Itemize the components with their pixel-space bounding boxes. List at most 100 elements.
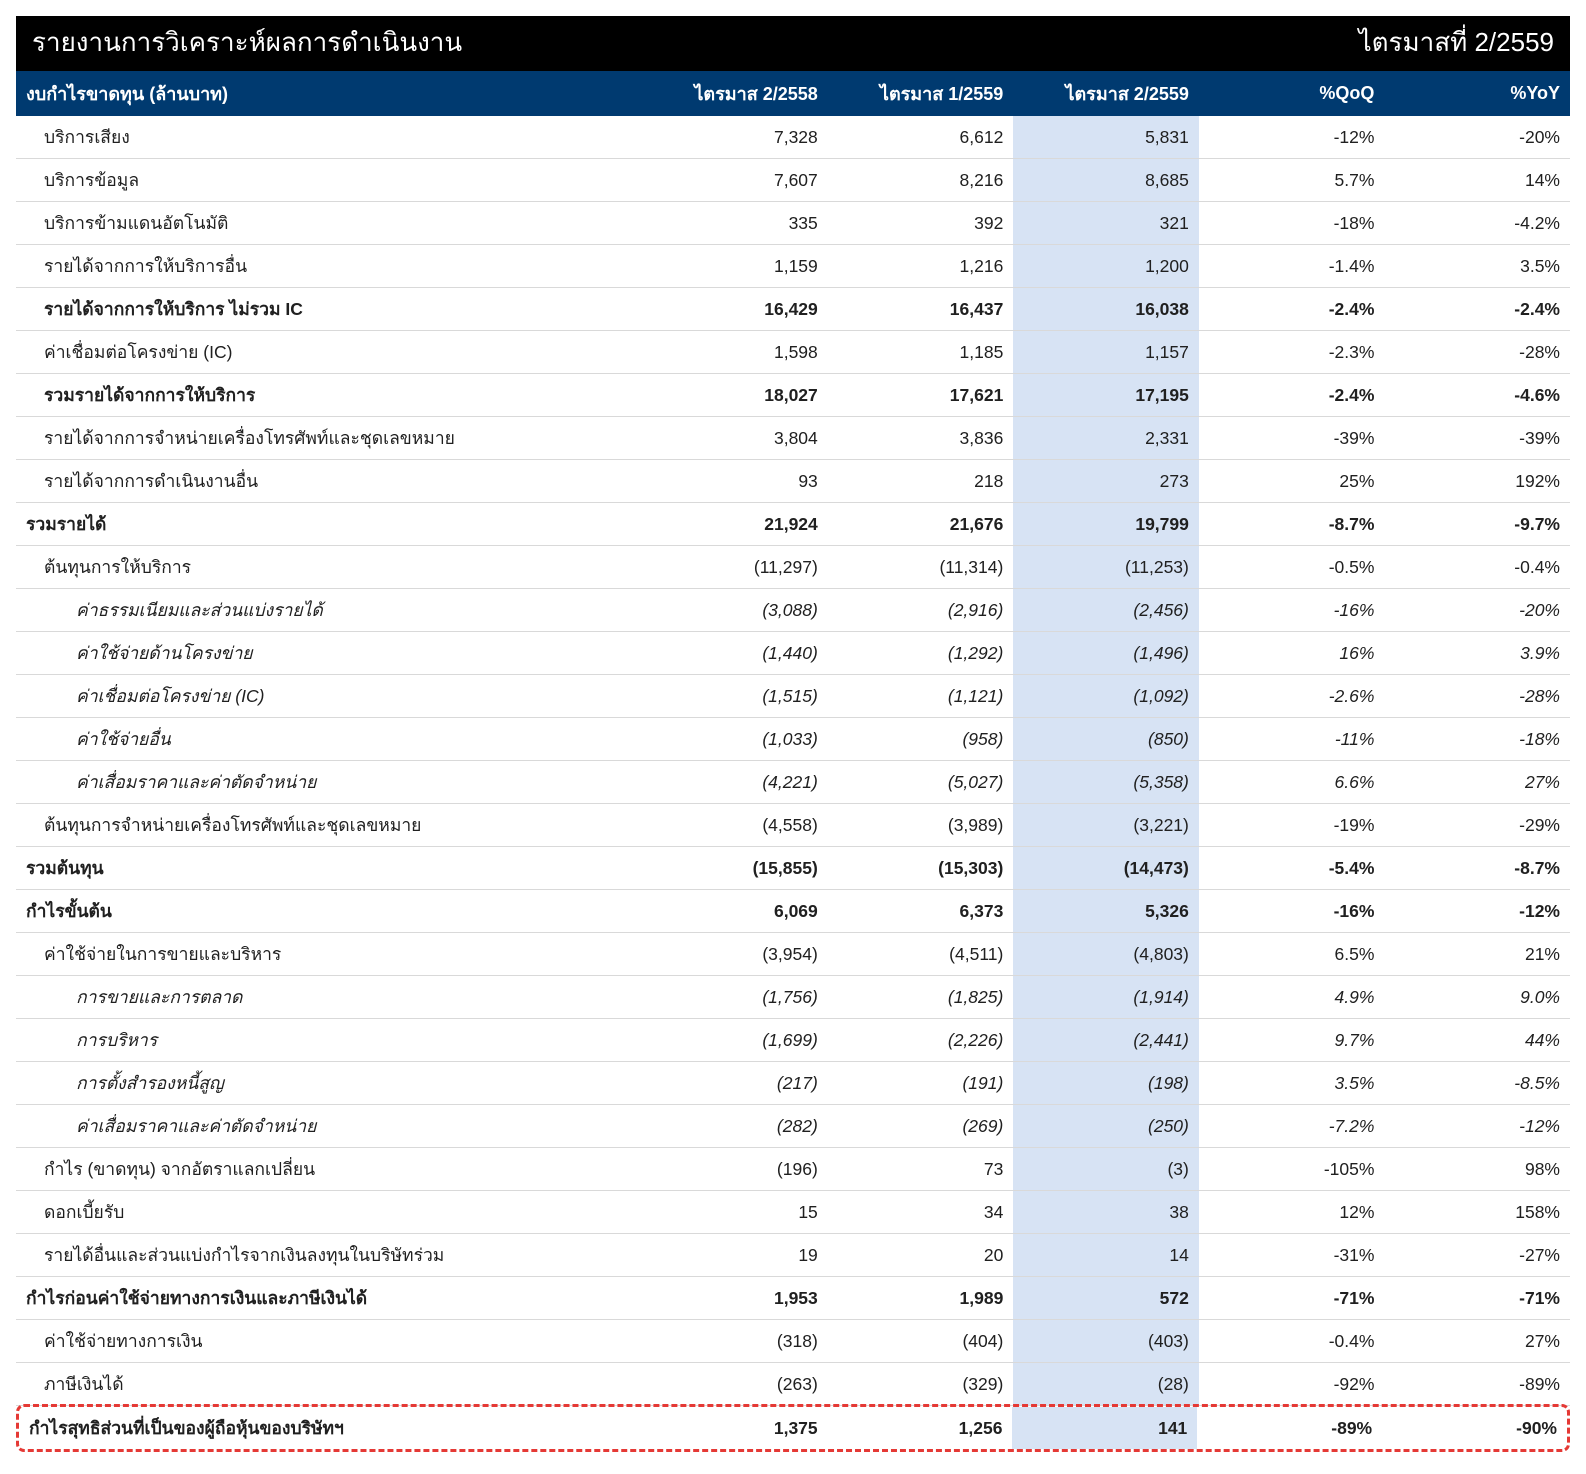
cell-qoq: 6.5% <box>1199 933 1385 976</box>
cell-q1_59: (11,314) <box>828 546 1014 589</box>
cell-q2_59: 321 <box>1013 202 1199 245</box>
net-profit-row-table: กำไรสุทธิส่วนที่เป็นของผู้ถือหุ้นของบริษ… <box>19 1407 1567 1449</box>
cell-yoy: -29% <box>1384 804 1570 847</box>
cell-q2_58: (1,699) <box>642 1019 828 1062</box>
cell-label: กำไรก่อนค่าใช้จ่ายทางการเงินและภาษีเงินไ… <box>16 1277 642 1320</box>
table-row: บริการข้ามแดนอัตโนมัติ335392321-18%-4.2% <box>16 202 1570 245</box>
cell-yoy: 27% <box>1384 1320 1570 1363</box>
cell-qoq: -11% <box>1199 718 1385 761</box>
cell-q2_58: (263) <box>642 1363 828 1406</box>
cell-label: ค่าใช้จ่ายอื่น <box>16 718 642 761</box>
report-title-left: รายงานการวิเคราะห์ผลการดำเนินงาน <box>32 22 462 63</box>
cell-label: รายได้อื่นและส่วนแบ่งกำไรจากเงินลงทุนในบ… <box>16 1234 642 1277</box>
cell-label: ค่าเสื่อมราคาและค่าตัดจำหน่าย <box>16 761 642 804</box>
cell-qoq: -12% <box>1199 116 1385 159</box>
cell-q2_59: (198) <box>1013 1062 1199 1105</box>
cell-yoy: 9.0% <box>1384 976 1570 1019</box>
cell-label: รายได้จากการดำเนินงานอื่น <box>16 460 642 503</box>
cell-label: กำไรขั้นต้น <box>16 890 642 933</box>
cell-yoy: -20% <box>1384 589 1570 632</box>
cell-q1_59: (2,226) <box>828 1019 1014 1062</box>
col-header-q2_59: ไตรมาส 2/2559 <box>1013 71 1199 116</box>
cell-label: ดอกเบี้ยรับ <box>16 1191 642 1234</box>
cell-q1_59: 34 <box>828 1191 1014 1234</box>
cell-yoy: 14% <box>1384 159 1570 202</box>
cell-q2_59: (1,092) <box>1013 675 1199 718</box>
cell-q2_59: (4,803) <box>1013 933 1199 976</box>
cell-q1_59: 218 <box>828 460 1014 503</box>
cell-q2_58: (1,515) <box>642 675 828 718</box>
cell-q1_59: (3,989) <box>828 804 1014 847</box>
cell-q2_59: (3) <box>1013 1148 1199 1191</box>
cell-qoq: -19% <box>1199 804 1385 847</box>
cell-q2_59: (14,473) <box>1013 847 1199 890</box>
cell-label: รายได้จากการจำหน่ายเครื่องโทรศัพท์และชุด… <box>16 417 642 460</box>
cell-label: ค่าธรรมเนียมและส่วนแบ่งรายได้ <box>16 589 642 632</box>
cell-q2_59: (11,253) <box>1013 546 1199 589</box>
cell-label: ค่าเชื่อมต่อโครงข่าย (IC) <box>16 675 642 718</box>
cell-qoq: -2.6% <box>1199 675 1385 718</box>
table-row: รวมรายได้21,92421,67619,799-8.7%-9.7% <box>16 503 1570 546</box>
col-header-q1_59: ไตรมาส 1/2559 <box>828 71 1014 116</box>
cell-qoq: -39% <box>1199 417 1385 460</box>
cell-q2_59: (1,496) <box>1013 632 1199 675</box>
cell-qoq: -18% <box>1199 202 1385 245</box>
cell-qoq: 6.6% <box>1199 761 1385 804</box>
cell-label: รวมรายได้ <box>16 503 642 546</box>
cell-label: ต้นทุนการจำหน่ายเครื่องโทรศัพท์และชุดเลข… <box>16 804 642 847</box>
cell-q1_59: 1,256 <box>828 1407 1013 1449</box>
cell-q2_59: 8,685 <box>1013 159 1199 202</box>
cell-qoq: 9.7% <box>1199 1019 1385 1062</box>
col-header-yoy: %YoY <box>1384 71 1570 116</box>
table-row: ดอกเบี้ยรับ15343812%158% <box>16 1191 1570 1234</box>
table-row: ค่าเชื่อมต่อโครงข่าย (IC)(1,515)(1,121)(… <box>16 675 1570 718</box>
cell-yoy: -4.6% <box>1384 374 1570 417</box>
cell-q2_59: (2,456) <box>1013 589 1199 632</box>
cell-q2_58: (11,297) <box>642 546 828 589</box>
table-row: การขายและการตลาด(1,756)(1,825)(1,914)4.9… <box>16 976 1570 1019</box>
table-row: การบริหาร(1,699)(2,226)(2,441)9.7%44% <box>16 1019 1570 1062</box>
cell-q2_59: 1,157 <box>1013 331 1199 374</box>
cell-q2_59: (3,221) <box>1013 804 1199 847</box>
cell-qoq: -7.2% <box>1199 1105 1385 1148</box>
cell-q1_59: 16,437 <box>828 288 1014 331</box>
cell-q2_59: (403) <box>1013 1320 1199 1363</box>
cell-q2_58: (1,033) <box>642 718 828 761</box>
cell-q2_58: (196) <box>642 1148 828 1191</box>
cell-q2_58: 1,375 <box>643 1407 828 1449</box>
cell-qoq: 25% <box>1199 460 1385 503</box>
table-row: กำไร (ขาดทุน) จากอัตราแลกเปลี่ยน(196)73(… <box>16 1148 1570 1191</box>
cell-label: รายได้จากการให้บริการ ไม่รวม IC <box>16 288 642 331</box>
cell-yoy: 158% <box>1384 1191 1570 1234</box>
cell-q2_59: 19,799 <box>1013 503 1199 546</box>
cell-q2_59: 2,331 <box>1013 417 1199 460</box>
table-row: กำไรขั้นต้น6,0696,3735,326-16%-12% <box>16 890 1570 933</box>
cell-label: การตั้งสำรองหนี้สูญ <box>16 1062 642 1105</box>
cell-q1_59: (191) <box>828 1062 1014 1105</box>
cell-q2_58: (4,558) <box>642 804 828 847</box>
cell-q1_59: (4,511) <box>828 933 1014 976</box>
cell-q2_59: 572 <box>1013 1277 1199 1320</box>
cell-q2_58: 3,804 <box>642 417 828 460</box>
table-row: การตั้งสำรองหนี้สูญ(217)(191)(198)3.5%-8… <box>16 1062 1570 1105</box>
cell-q2_58: (1,440) <box>642 632 828 675</box>
cell-yoy: -4.2% <box>1384 202 1570 245</box>
cell-label: รายได้จากการให้บริการอื่น <box>16 245 642 288</box>
cell-yoy: -8.7% <box>1384 847 1570 890</box>
table-row: ค่าธรรมเนียมและส่วนแบ่งรายได้(3,088)(2,9… <box>16 589 1570 632</box>
pnl-table-body: บริการเสียง7,3286,6125,831-12%-20%บริการ… <box>16 116 1570 1406</box>
cell-q2_58: 15 <box>642 1191 828 1234</box>
cell-q2_58: 6,069 <box>642 890 828 933</box>
cell-q2_58: 1,598 <box>642 331 828 374</box>
cell-qoq: -0.4% <box>1199 1320 1385 1363</box>
cell-q2_59: (850) <box>1013 718 1199 761</box>
cell-q2_58: (282) <box>642 1105 828 1148</box>
cell-q2_58: (4,221) <box>642 761 828 804</box>
title-bar: รายงานการวิเคราะห์ผลการดำเนินงาน ไตรมาสท… <box>16 16 1570 71</box>
cell-qoq: -8.7% <box>1199 503 1385 546</box>
table-row: ค่าเสื่อมราคาและค่าตัดจำหน่าย(282)(269)(… <box>16 1105 1570 1148</box>
cell-q1_59: (269) <box>828 1105 1014 1148</box>
pnl-table-header: งบกำไรขาดทุน (ล้านบาท)ไตรมาส 2/2558ไตรมา… <box>16 71 1570 116</box>
cell-qoq: -0.5% <box>1199 546 1385 589</box>
cell-qoq: -71% <box>1199 1277 1385 1320</box>
